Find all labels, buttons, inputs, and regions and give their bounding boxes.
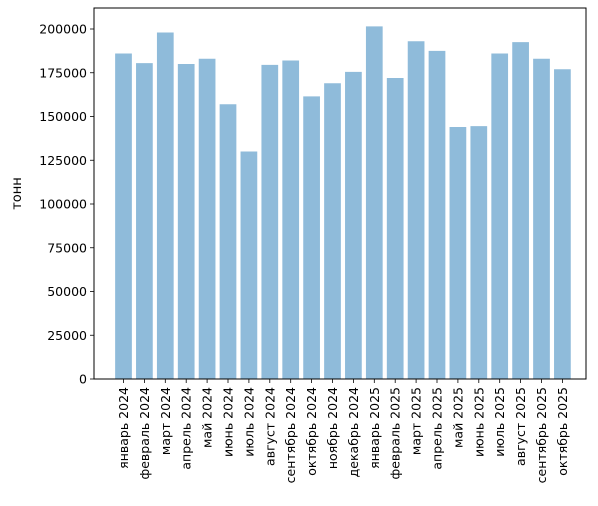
y-tick-label-2: 50000: [47, 284, 87, 299]
x-tick-label-21: октябрь 2025: [555, 387, 570, 476]
x-tick-label-18: июль 2025: [492, 387, 507, 457]
x-tick-label-8: сентябрь 2024: [283, 387, 298, 483]
bar-2: [156, 32, 174, 379]
bar-8: [282, 60, 300, 379]
bar-10: [324, 83, 341, 379]
bar-21: [554, 69, 571, 379]
bar-9: [303, 96, 320, 380]
bar-15: [428, 50, 446, 380]
plot-frame: [93, 7, 587, 380]
y-tick-label-0: 0: [79, 372, 87, 387]
x-tick-label-4: май 2024: [200, 387, 215, 448]
y-tick-label-6: 150000: [39, 109, 87, 124]
y-tick-label-1: 25000: [47, 328, 87, 343]
x-tick-label-19: август 2025: [513, 387, 528, 466]
y-axis-label: тонн: [10, 177, 25, 210]
bar-12: [365, 26, 383, 380]
x-tick-label-1: февраль 2024: [137, 387, 152, 480]
x-tick-label-20: сентябрь 2025: [534, 387, 549, 483]
bar-16: [449, 127, 467, 379]
x-tick-label-14: март 2025: [409, 387, 424, 455]
x-tick-label-10: ноябрь 2024: [325, 387, 340, 469]
bar-20: [533, 58, 550, 379]
bars-group: [115, 26, 571, 380]
x-tick-label-16: май 2025: [450, 387, 465, 448]
x-tick-label-6: июль 2024: [241, 387, 256, 457]
bar-17: [470, 126, 488, 380]
x-tick-label-15: апрель 2025: [430, 387, 445, 470]
bar-0: [115, 53, 132, 379]
bar-1: [136, 63, 153, 380]
y-tick-label-5: 125000: [39, 153, 87, 168]
y-tick-label-4: 100000: [39, 197, 87, 212]
x-tick-label-13: февраль 2025: [388, 387, 403, 479]
y-tick-label-8: 200000: [39, 22, 87, 37]
y-tick-label-7: 175000: [39, 65, 87, 80]
bar-5: [219, 104, 237, 379]
bar-6: [240, 151, 258, 379]
bar-13: [386, 78, 404, 379]
x-tick-label-11: декабрь 2024: [346, 387, 361, 477]
x-tick-label-17: июнь 2025: [471, 387, 486, 457]
x-tick-label-0: январь 2024: [116, 387, 131, 469]
bar-7: [261, 64, 279, 380]
x-tick-label-9: октябрь 2024: [304, 387, 319, 476]
y-axis-ticks: 0 25000 50000 75000 100000 125000 150000 175000…: [39, 22, 94, 387]
x-tick-label-5: июнь 2024: [221, 387, 236, 457]
x-tick-label-3: апрель 2024: [179, 387, 194, 470]
x-tick-label-2: март 2024: [158, 387, 173, 455]
x-axis-ticks: январь 2024 февраль 2024 март 2024 апрель 2…: [116, 379, 570, 483]
bar-4: [198, 58, 216, 379]
bar-11: [345, 71, 362, 380]
bar-19: [512, 42, 529, 380]
bar-3: [177, 64, 195, 379]
x-tick-label-12: январь 2025: [367, 387, 382, 469]
y-tick-label-3: 75000: [47, 240, 87, 255]
bar-18: [491, 53, 509, 379]
x-tick-label-7: август 2024: [262, 387, 277, 466]
bar-14: [407, 41, 425, 379]
